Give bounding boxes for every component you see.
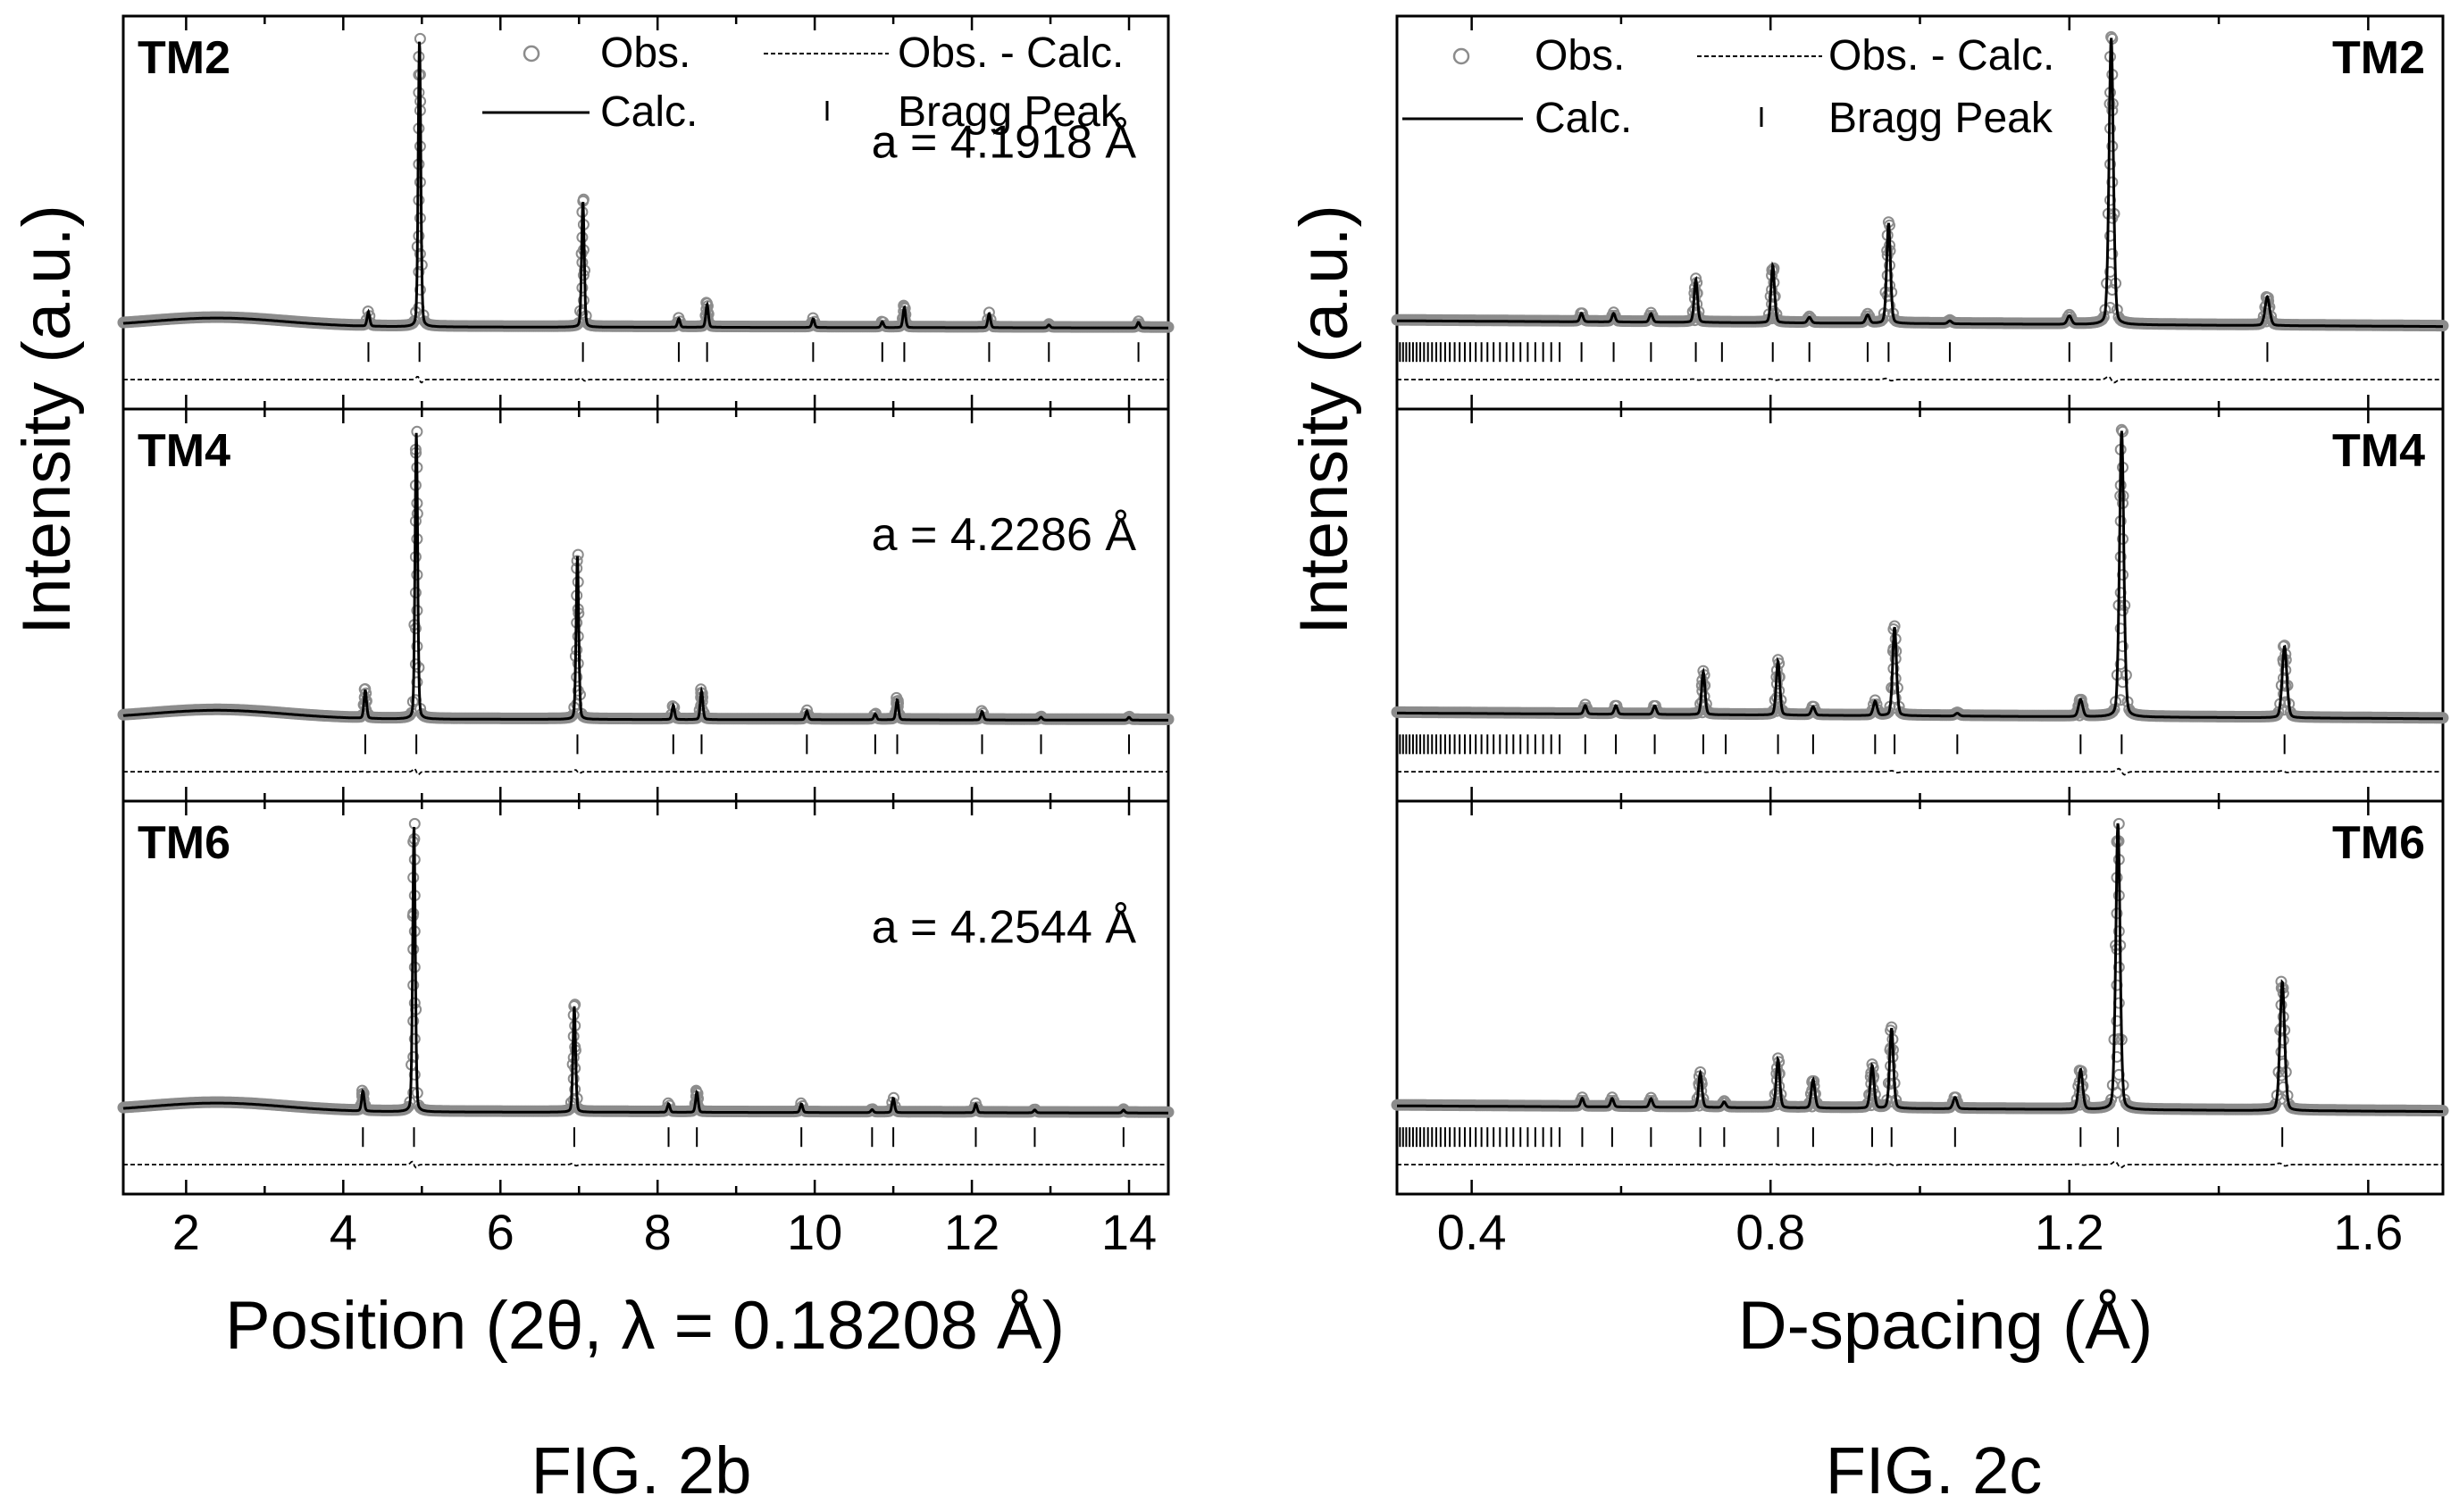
panel-frame <box>121 799 1170 1196</box>
panel-fig-2b-tm4: TM4 a = 4.2286 Å <box>117 407 1175 803</box>
x-tick-label: 0.4 <box>1437 1204 1507 1260</box>
legend-diff-label: Obs. - Calc. <box>1828 32 2054 79</box>
lattice-annotation: a = 4.2544 Å <box>872 901 1137 953</box>
obs-point <box>577 294 590 306</box>
obs-point <box>414 247 426 260</box>
obs-point <box>571 671 583 683</box>
panel-label: TM4 <box>2332 425 2425 477</box>
obs-point <box>414 284 426 296</box>
obs-point <box>411 640 423 653</box>
fig-2c: Intensity (a.u.) D-spacing (Å) FIG. 2c <box>1286 205 2153 1508</box>
obs-point <box>409 658 422 671</box>
panel-label: TM4 <box>138 425 230 477</box>
panel-label: TM6 <box>138 817 230 869</box>
legend-obs-marker <box>523 45 540 63</box>
x-tick-label: 6 <box>487 1204 514 1260</box>
fig-2b-ylabel: Intensity (a.u.) <box>9 205 85 635</box>
legend-bragg-label: Bragg Peak <box>1828 95 2053 142</box>
bragg-ticks <box>364 734 1131 755</box>
x-tick-label: 1.6 <box>2333 1204 2403 1260</box>
obs-point <box>407 1050 420 1063</box>
plot-panels: TM2 a = 4.1918 Å Obs. Obs. - Calc. Calc. Brag… <box>117 14 2449 1260</box>
lattice-annotation: a = 4.1918 Å <box>872 116 1137 168</box>
obs-point <box>413 265 425 278</box>
panel-label: TM2 <box>2332 32 2425 84</box>
diff-curve <box>123 375 1168 384</box>
x-tick-label: 8 <box>644 1204 672 1260</box>
x-tick-labels: 2 4 6 8 10 12 14 <box>172 1204 1157 1260</box>
x-tick-label: 12 <box>944 1204 999 1260</box>
fig-2b-caption: FIG. 2b <box>531 1433 752 1508</box>
obs-point <box>406 317 419 330</box>
x-tick-label: 0.8 <box>1736 1204 1805 1260</box>
fig-2c-xlabel: D-spacing (Å) <box>1738 1288 2154 1364</box>
obs-point <box>404 709 416 722</box>
legend-calc-label: Calc. <box>1535 95 1632 142</box>
lattice-annotation: a = 4.2286 Å <box>872 509 1137 561</box>
panel-fig-2b-tm6: TM6 a = 4.2544 Å 2 4 6 8 10 12 14 <box>117 799 1175 1260</box>
obs-point <box>576 307 589 319</box>
calc-curve <box>122 41 1168 330</box>
obs-point <box>411 676 423 689</box>
legend-obs-label: Obs. <box>600 29 690 77</box>
bragg-ticks <box>367 342 1140 363</box>
legend-diff-label: Obs. - Calc. <box>898 29 1124 77</box>
diff-curve <box>123 1160 1168 1169</box>
obs-point <box>408 1068 421 1081</box>
panel-fig-2b-tm2: TM2 a = 4.1918 Å Obs. Obs. - Calc. Calc. Brag… <box>117 14 1175 411</box>
obs-point <box>572 684 584 697</box>
legend: Obs. Obs. - Calc. Calc. Bragg Peak <box>482 29 1124 136</box>
x-tick-label: 14 <box>1101 1204 1157 1260</box>
obs-point <box>408 1032 421 1045</box>
x-tick-label: 4 <box>330 1204 357 1260</box>
panel-label: TM6 <box>2332 817 2425 869</box>
obs-point <box>569 1083 581 1096</box>
bragg-ticks <box>362 1127 1125 1148</box>
x-tick-label: 10 <box>787 1204 842 1260</box>
fig-2b-xlabel: Position (2θ, λ = 0.18208 Å) <box>225 1288 1065 1364</box>
diff-curve <box>123 767 1168 776</box>
x-ticks <box>185 16 1131 409</box>
fig-2c-caption: FIG. 2c <box>1826 1433 2043 1508</box>
obs-point <box>409 622 422 635</box>
fig-2c-ylabel: Intensity (a.u.) <box>1286 205 1362 635</box>
x-ticks <box>185 409 1131 801</box>
panel-fig-2c-tm2: TM2 Obs. Obs. - Calc. Calc. Bragg Peak <box>1391 14 2449 411</box>
legend-bragg-label: Bragg Peak <box>898 88 1123 136</box>
legend-calc-label: Calc. <box>600 88 698 136</box>
calc-curve <box>122 432 1168 722</box>
x-ticks <box>185 801 1131 1194</box>
fig-2b: Intensity (a.u.) Position (2θ, λ = 0.182… <box>9 205 1065 1508</box>
x-tick-label: 2 <box>172 1204 200 1260</box>
calc-curve <box>122 826 1168 1115</box>
x-tick-label: 1.2 <box>2035 1204 2104 1260</box>
legend-obs-label: Obs. <box>1535 32 1625 79</box>
obs-point <box>401 1102 414 1115</box>
panel-label: TM2 <box>138 32 230 84</box>
